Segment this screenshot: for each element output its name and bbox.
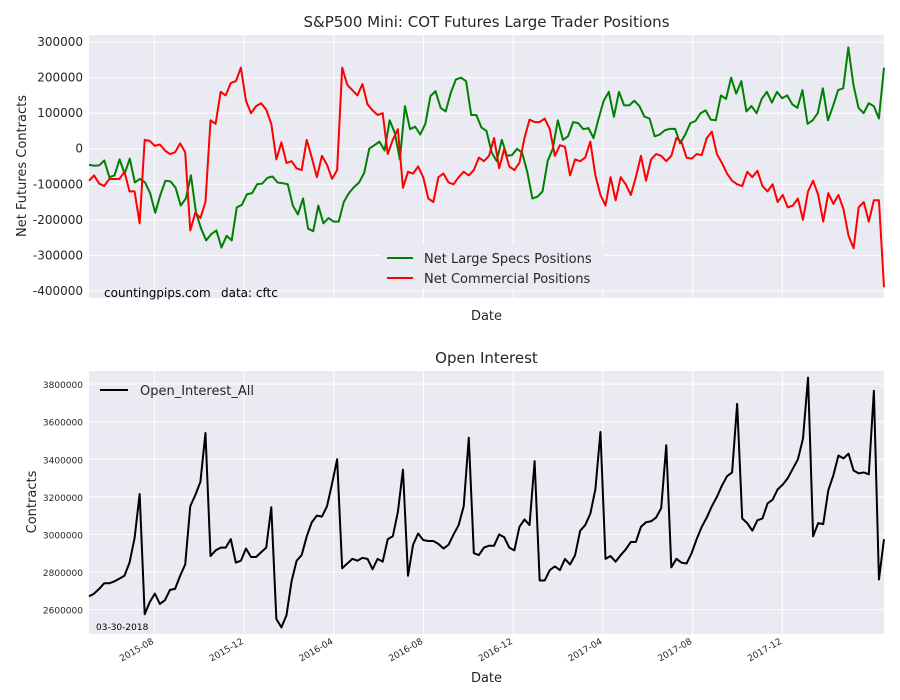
positions-chart-title: S&P500 Mini: COT Futures Large Trader Po…: [303, 13, 669, 31]
y-tick-label: 300000: [37, 35, 83, 49]
positions-legend-box: [380, 245, 605, 289]
open-interest-y-axis-label: Contracts: [25, 470, 40, 533]
legend-label-large-specs: Net Large Specs Positions: [424, 252, 592, 267]
open-interest-series-lines: [88, 376, 885, 629]
series-line-0: [88, 376, 885, 629]
open-interest-x-axis-label: Date: [471, 671, 502, 686]
y-tick-label: 3800000: [43, 381, 83, 391]
y-tick-label: -200000: [33, 213, 83, 227]
y-tick-label: 3600000: [43, 419, 83, 429]
open-interest-grid: [89, 371, 884, 634]
series-line-0: [88, 46, 885, 249]
y-tick-label: 3400000: [43, 456, 83, 466]
series-line-1: [88, 66, 885, 288]
positions-series-lines: [88, 46, 885, 288]
y-tick-label: -100000: [33, 177, 83, 191]
positions-y-ticks: 300000 200000 100000 0 -100000 -200000 -300000…: [33, 35, 83, 298]
open-interest-y-ticks: 2600000 2800000 3000000 3200000 3400000 36000…: [43, 381, 83, 616]
open-interest-plot-area: [89, 371, 884, 634]
data-source-text: data: cftc: [221, 286, 278, 300]
y-tick-label: 0: [75, 142, 83, 156]
report-date-text: 03-30-2018: [96, 623, 149, 633]
positions-x-axis-label: Date: [471, 309, 502, 324]
open-interest-chart-title: Open Interest: [435, 349, 538, 367]
legend-label-commercial: Net Commercial Positions: [424, 272, 590, 287]
y-tick-label: 3000000: [43, 531, 83, 541]
y-tick-label: 3200000: [43, 494, 83, 504]
y-tick-label: -300000: [33, 248, 83, 262]
positions-y-axis-label: Net Futures Contracts: [15, 95, 30, 237]
legend-label-open-interest: Open_Interest_All: [140, 384, 254, 399]
positions-legend: Net Large Specs Positions Net Commercial…: [380, 245, 605, 289]
positions-chart: 300000 200000 100000 0 -100000 -200000 -300000…: [15, 13, 885, 324]
y-tick-label: 100000: [37, 106, 83, 120]
source-credit-text: countingpips.com: [104, 286, 211, 300]
open-interest-legend: Open_Interest_All: [100, 384, 254, 399]
y-tick-label: 200000: [37, 71, 83, 85]
y-tick-label: 2600000: [43, 607, 83, 617]
y-tick-label: -400000: [33, 284, 83, 298]
y-tick-label: 2800000: [43, 569, 83, 579]
